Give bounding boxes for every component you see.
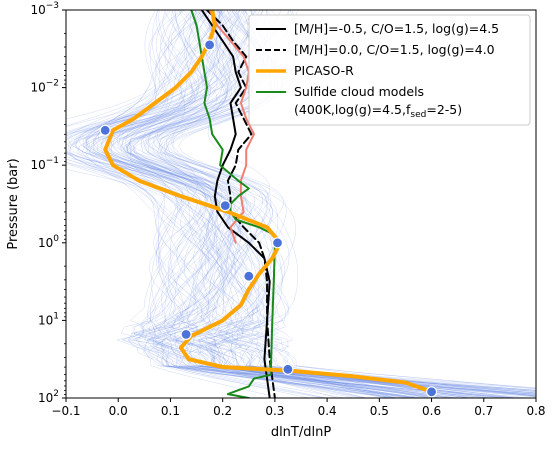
legend-label-sulfide-line1: Sulfide cloud models — [294, 84, 424, 99]
y-tick-label: 10−1 — [30, 156, 59, 172]
ensemble-curve — [85, 10, 536, 397]
picaso-marker-5 — [180, 328, 192, 340]
ensemble-curve — [82, 10, 418, 398]
ensemble-curve — [67, 10, 491, 398]
y-tick-label: 102 — [38, 389, 59, 405]
ensemble-curve — [105, 10, 536, 392]
y-axis-title: Pressure (bar) — [6, 158, 21, 249]
legend-sulfide-suffix: =2-5) — [426, 102, 462, 117]
series-line-dashed-black — [206, 10, 276, 398]
ensemble-curve — [142, 10, 431, 398]
x-tick-label: 0.1 — [161, 404, 180, 418]
ensemble-curve — [66, 10, 463, 398]
legend-label-picaso: PICASO-R — [294, 63, 354, 78]
ensemble-curve — [88, 10, 418, 398]
x-tick-label: 0.3 — [265, 404, 284, 418]
x-axis-title: dlnT/dlnP — [271, 425, 332, 440]
x-tick-label: −0.1 — [51, 404, 80, 418]
series-line-picaso — [103, 10, 434, 394]
series-line-salmon — [208, 10, 255, 244]
ensemble-curve — [74, 10, 310, 398]
ensemble-curve — [77, 10, 438, 398]
ensemble-curve — [166, 10, 514, 398]
picaso-marker-2 — [219, 200, 231, 212]
x-tick-label: 0.2 — [213, 404, 232, 418]
ensemble-curve — [152, 10, 536, 392]
ensemble-curve — [94, 10, 456, 398]
ensemble-curve — [140, 10, 367, 398]
ensemble-curve — [160, 10, 536, 397]
ensemble-curve — [85, 10, 395, 398]
ensemble-curve — [66, 10, 400, 398]
ensemble-curve — [66, 10, 502, 398]
legend-sulfide-prefix: (400K,log(g)=4.5,f — [294, 102, 411, 117]
ensemble-curve — [163, 10, 390, 398]
legend-label-dashed-black: [M/H]=0.0, C/O=1.5, log(g)=4.0 — [294, 42, 495, 57]
x-tick-label: 0.7 — [474, 404, 493, 418]
picaso-marker-7 — [426, 386, 438, 398]
picaso-marker-0 — [204, 39, 216, 51]
y-tick-label: 10−2 — [30, 79, 59, 95]
legend-label-sulfide-line2: (400K,log(g)=4.5,fsed=2-5) — [294, 102, 462, 120]
ensemble-curve — [133, 10, 519, 398]
ensemble-curve — [145, 10, 536, 390]
ensemble-curve — [92, 10, 536, 396]
ensemble-curve — [158, 10, 536, 395]
ensemble-curve — [108, 10, 404, 398]
legend-sulfide-sub: sed — [410, 110, 426, 120]
ensemble-curve — [66, 10, 515, 398]
ensemble-curve — [81, 10, 453, 398]
ensemble-curve — [96, 10, 412, 398]
y-tick-label: 101 — [38, 311, 59, 327]
ensemble-curve — [111, 10, 327, 398]
ensemble-curve — [66, 10, 388, 398]
x-tick-label: 0.6 — [422, 404, 441, 418]
ensemble-curve — [100, 10, 422, 398]
ensemble-curve — [68, 10, 411, 398]
ensemble-curve — [87, 10, 396, 398]
ensemble-curve — [66, 10, 281, 398]
marker-layer — [99, 39, 438, 398]
ensemble-curve — [92, 10, 536, 396]
picaso-marker-4 — [243, 270, 255, 282]
ensemble-curve — [125, 10, 503, 398]
plot-frame — [65, 9, 537, 399]
legend-label-solid-black: [M/H]=-0.5, C/O=1.5, log(g)=4.5 — [294, 21, 499, 36]
picaso-marker-1 — [99, 124, 111, 136]
ensemble-curve — [158, 10, 536, 396]
ensemble-curve — [75, 10, 326, 398]
legend: [M/H]=-0.5, C/O=1.5, log(g)=4.5 [M/H]=0.… — [248, 14, 531, 126]
ensemble-curve — [172, 10, 479, 398]
ensemble-curve — [107, 10, 459, 398]
x-axis-ticks: −0.1 0.0 0.1 0.2 0.3 0.4 0.5 0.6 0.7 0.8 — [51, 398, 546, 418]
ensemble-curve — [82, 10, 536, 393]
picaso-marker-3 — [271, 237, 284, 249]
ensemble-curve — [66, 10, 512, 398]
x-tick-label: 0.8 — [526, 404, 545, 418]
ensemble-curve — [107, 10, 536, 395]
ensemble-curve — [66, 10, 397, 398]
y-tick-label: 10−3 — [30, 1, 59, 17]
ensemble-curve — [119, 10, 443, 398]
legend-box — [248, 14, 531, 126]
x-tick-label: 0.5 — [370, 404, 389, 418]
picaso-marker-6 — [282, 363, 294, 375]
x-tick-label: 0.4 — [318, 404, 337, 418]
x-tick-label: 0.0 — [109, 404, 128, 418]
y-axis-ticks: 10−3 10−2 10−1 100 101 102 — [30, 1, 66, 405]
series-line-solid-black — [200, 10, 271, 398]
series-layer — [103, 10, 434, 398]
ensemble-curve — [129, 10, 536, 391]
y-tick-label: 100 — [38, 234, 59, 250]
ensemble-curve — [108, 10, 536, 398]
